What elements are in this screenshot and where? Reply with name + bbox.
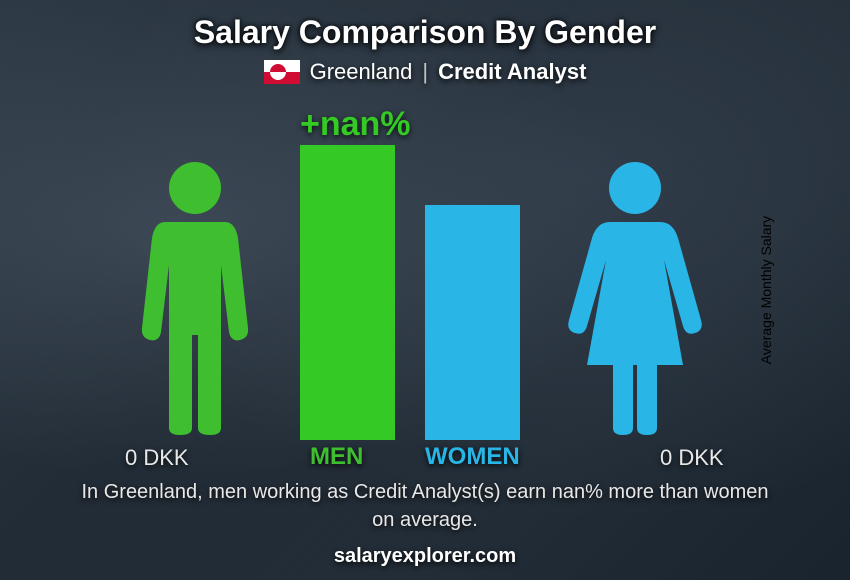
- women-label: WOMEN: [425, 443, 520, 471]
- country-label: Greenland: [310, 59, 413, 85]
- women-value: 0 DKK: [660, 445, 724, 471]
- greenland-flag-icon: [264, 60, 300, 84]
- chart-area: [90, 145, 730, 440]
- content: Salary Comparison By Gender Greenland | …: [0, 0, 850, 580]
- caption: In Greenland, men working as Credit Anal…: [0, 478, 850, 534]
- woman-icon: [555, 160, 715, 440]
- men-label: MEN: [310, 443, 363, 471]
- women-bar: [425, 205, 520, 440]
- divider: |: [422, 59, 428, 85]
- man-icon: [120, 160, 270, 440]
- subtitle-row: Greenland | Credit Analyst: [0, 59, 850, 85]
- percent-diff-label: +nan%: [300, 105, 411, 144]
- men-bar: [300, 145, 395, 440]
- job-title: Credit Analyst: [438, 59, 586, 85]
- site-credit: salaryexplorer.com: [0, 545, 850, 568]
- y-axis-label: Average Monthly Salary: [758, 216, 774, 364]
- men-value: 0 DKK: [125, 445, 189, 471]
- page-title: Salary Comparison By Gender: [0, 0, 850, 51]
